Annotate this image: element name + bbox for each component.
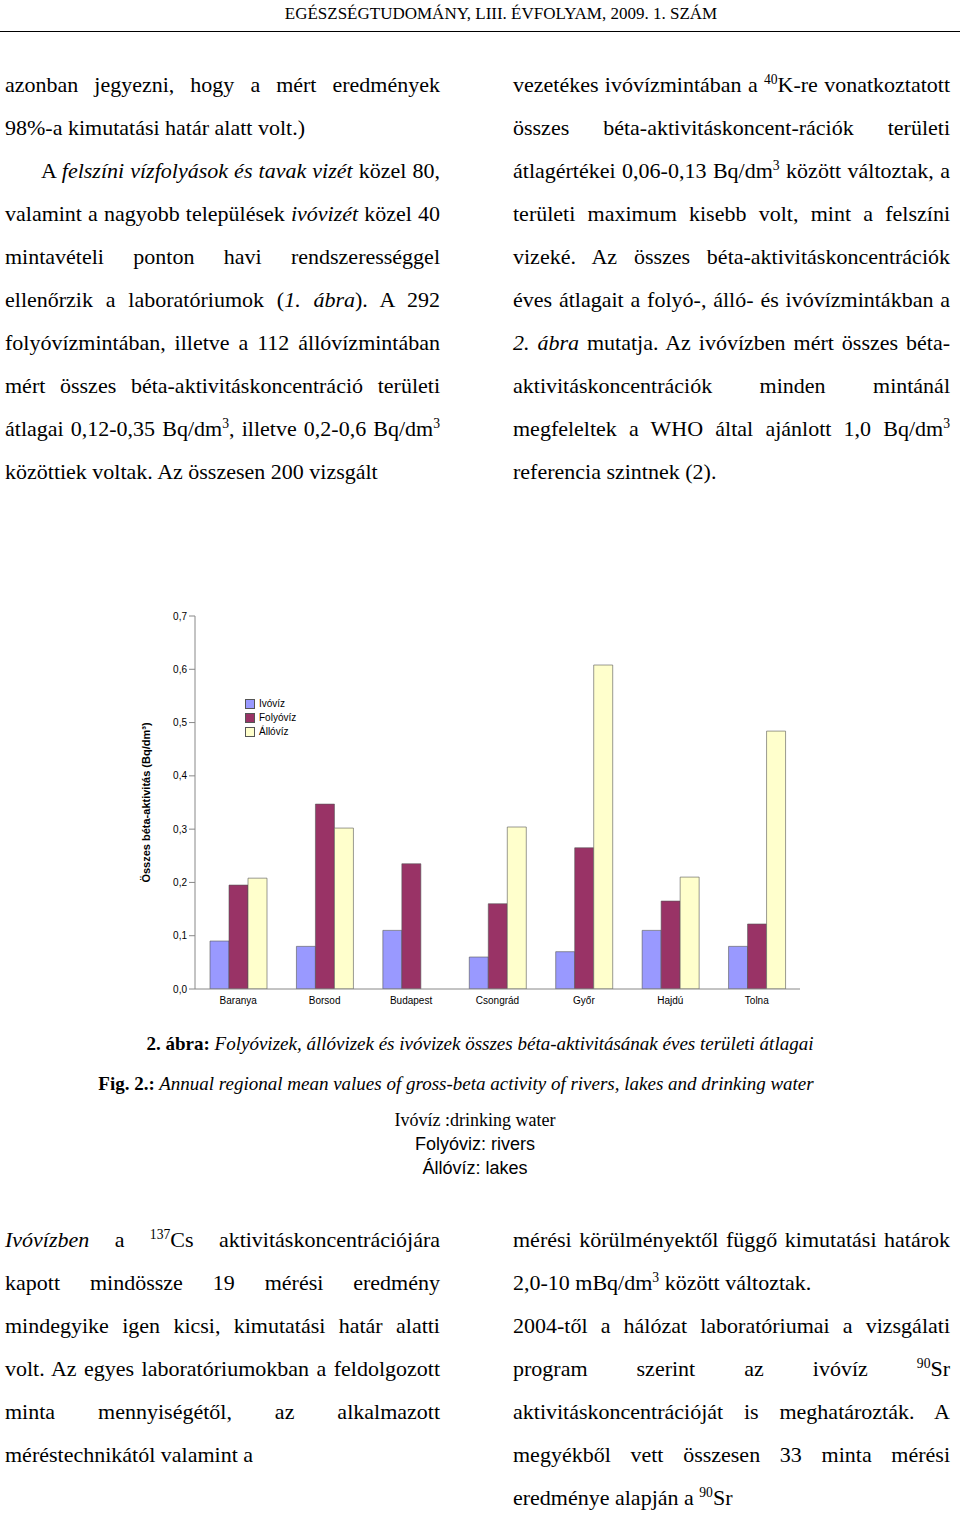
html-text:azonban jegyezni, hogy a mért: azonban jegyezni, hogy a mért eredmények… (5, 72, 440, 140)
html-text:Állóvíz: lakes: Állóvíz: lakes (422, 1158, 528, 1178)
svg-text:0,7: 0,7 (173, 611, 187, 622)
html-text:Folyóvíz: Folyóvíz (259, 712, 297, 723)
svg-text:0,1: 0,1 (173, 930, 187, 941)
svg-text:0,0: 0,0 (173, 984, 187, 995)
html-text:Ivóvíz :drinking water: Ivóvíz :drinking water (394, 1110, 556, 1130)
svg-text:0,3: 0,3 (173, 824, 187, 835)
svg-text:Csongrád: Csongrád (476, 995, 519, 1006)
html-text:2. ábra: Folyóvizek, állóvizek: 2. ábra: Folyóvizek, állóvizek és ivóviz… (146, 1033, 814, 1054)
html-text:2. ábra mutatja. Az ivóvízben: 2. ábra mutatja. Az ivóvízben mért össze… (513, 330, 950, 441)
svg-text:0,2: 0,2 (173, 877, 187, 888)
svg-text:Budapest: Budapest (390, 995, 432, 1006)
svg-text:0,5: 0,5 (173, 717, 187, 728)
html-text:vezetékes ivóvízmintában a40K-: vezetékes ivóvízmintában a40K-re vonatko… (513, 71, 950, 312)
html-text:Fig. 2.: Annual regional mean: Fig. 2.: Annual regional mean values of … (98, 1073, 814, 1094)
html-text:A felszíni vízfolyások és tava: A felszíni vízfolyások és tavak vizét kö… (5, 158, 440, 441)
svg-text:0,6: 0,6 (173, 664, 187, 675)
html-text:mérési körülményektől függő ki: mérési körülményektől függő kimutatási h… (513, 1227, 950, 1295)
html-text:Ivóvíz: Ivóvíz (259, 698, 286, 709)
html-text:EGÉSZSÉGTUDOMÁNY, LIII. ÉVFOLY: EGÉSZSÉGTUDOMÁNY, LIII. ÉVFOLYAM, 2009. … (284, 4, 718, 23)
html-text:Folyóviz: rivers: Folyóviz: rivers (415, 1134, 535, 1154)
svg-text:Borsod: Borsod (309, 995, 341, 1006)
svg-text:Tolna: Tolna (745, 995, 769, 1006)
html-text:2004-től a hálózat laboratóriu: 2004-től a hálózat laboratóriumai a vizs… (513, 1313, 950, 1510)
svg-text:0,4: 0,4 (173, 770, 187, 781)
html-text:Állóvíz: Állóvíz (259, 726, 289, 737)
svg-text:Összes béta-aktivitás (Bq/dm³): Összes béta-aktivitás (Bq/dm³) (140, 722, 152, 882)
svg-text:Hajdú: Hajdú (657, 995, 683, 1006)
html-text:Ivóvízben a137Cs aktivitáskonc: Ivóvízben a137Cs aktivitáskoncentrációjá… (5, 1226, 440, 1467)
html-text:közöttiek voltak. Az összesen: közöttiek voltak. Az összesen 200 vizsgá… (5, 459, 378, 484)
svg-text:Baranya: Baranya (220, 995, 258, 1006)
svg-text:Győr: Győr (573, 995, 595, 1006)
html-text:referencia szintnek (2).: referencia szintnek (2). (513, 459, 717, 484)
